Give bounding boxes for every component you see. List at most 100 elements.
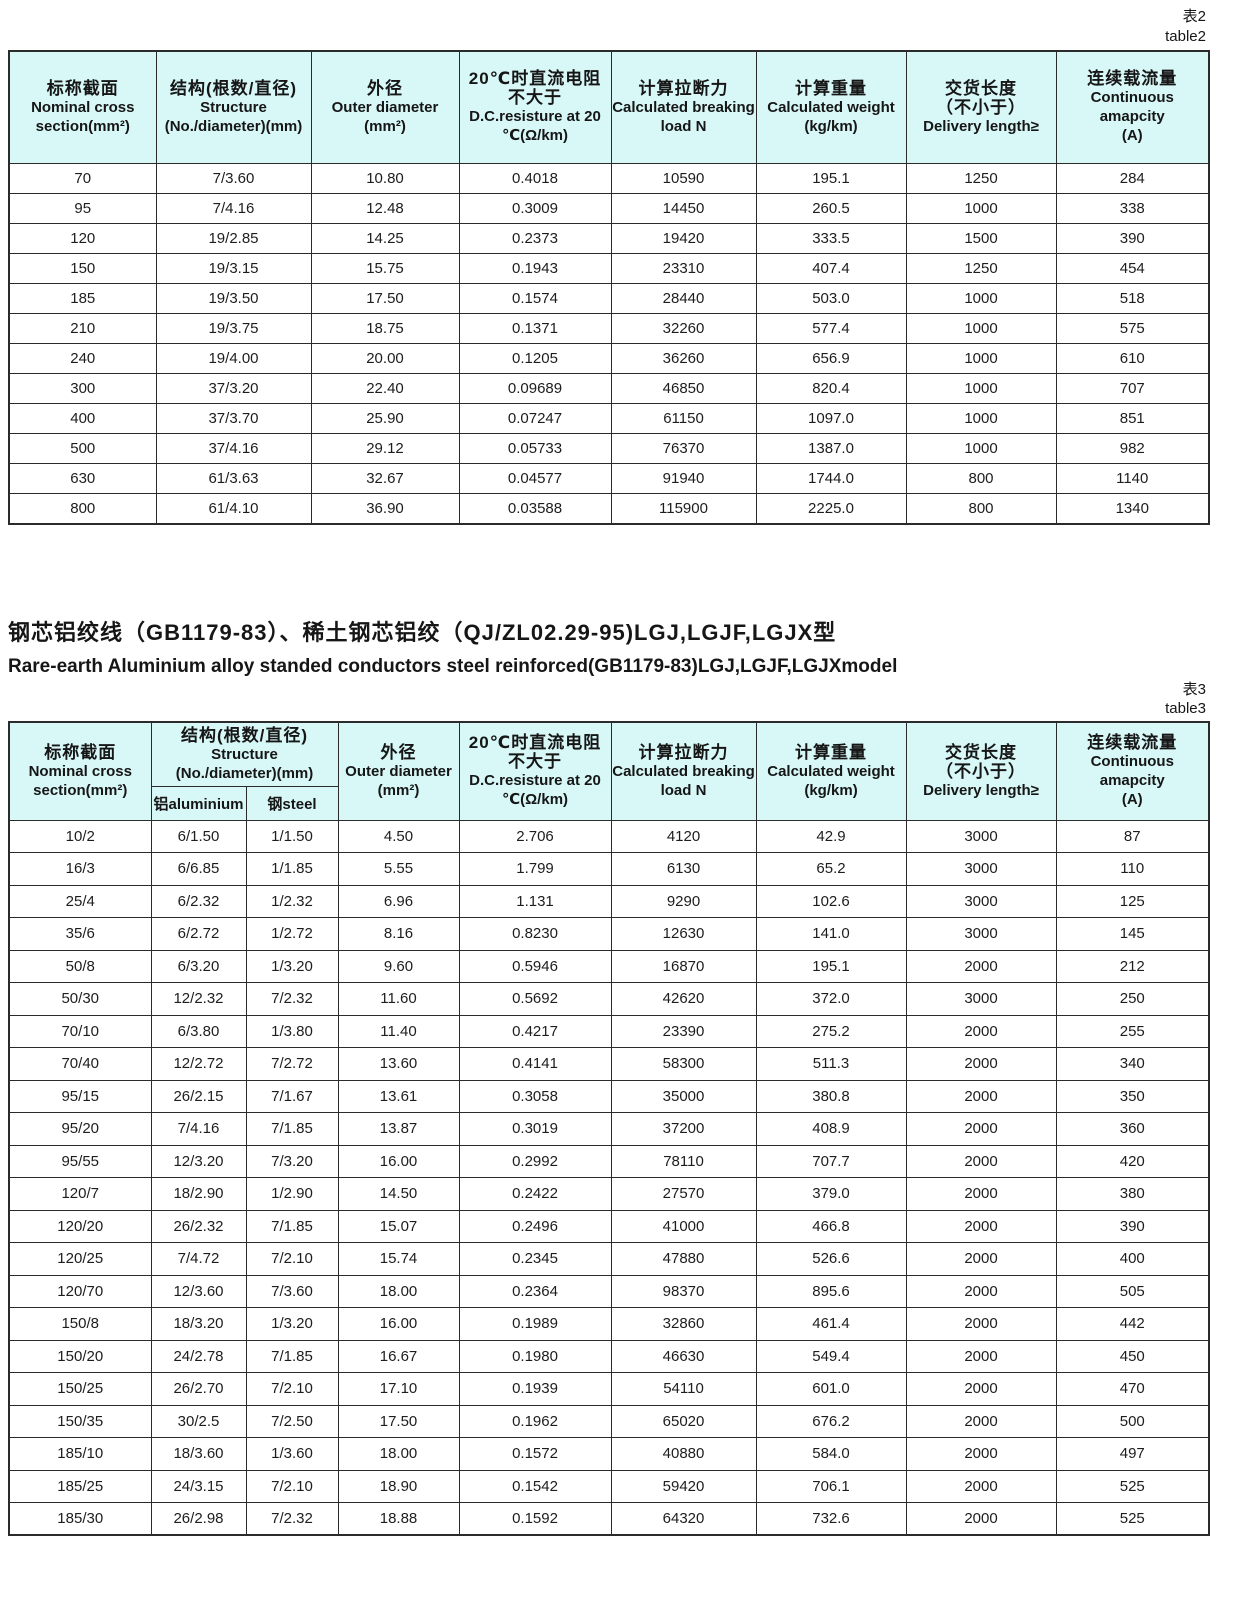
cell-weight: 408.9 (755, 1112, 907, 1146)
cell-delivery-length: 2000 (905, 1437, 1057, 1471)
cell-outer-diameter: 15.74 (337, 1242, 460, 1276)
cell-nominal: 95 (8, 193, 157, 225)
cell-structure-aluminium: 7/4.72 (150, 1242, 247, 1276)
table2-tag-zh: 表2 (1182, 8, 1206, 25)
col-header-line: 标称截面 (46, 78, 119, 98)
col-header-line: Nominal cross (28, 762, 132, 780)
cell-breaking-load: 37200 (610, 1112, 757, 1146)
cell-delivery-length: 1250 (905, 163, 1057, 195)
cell-nominal: 185/25 (8, 1469, 152, 1504)
cell-structure-steel: 7/2.32 (245, 1502, 339, 1536)
col-header-line: ℃(Ω/km) (501, 127, 569, 145)
cell-outer-diameter: 18.90 (337, 1469, 460, 1504)
cell-dc-resistance: 0.2364 (458, 1274, 612, 1309)
cell-breaking-load: 28440 (610, 283, 757, 315)
table-row: 150/25 26/2.70 7/2.10 17.10 0.1939 54110 601.0… (8, 1372, 1210, 1406)
cell-weight: 707.7 (755, 1144, 907, 1179)
cell-nominal: 120 (8, 223, 157, 255)
cell-dc-resistance: 0.4141 (458, 1047, 612, 1081)
cell-outer-diameter: 20.00 (310, 343, 460, 375)
cell-structure-steel: 1/2.90 (245, 1177, 339, 1211)
cell-breaking-load: 23390 (610, 1014, 757, 1049)
cell-dc-resistance: 0.2992 (458, 1144, 612, 1179)
table-row: 400 37/3.70 25.90 0.07247 61150 1097.0 1000 851 (8, 403, 1210, 435)
cell-outer-diameter: 17.50 (310, 283, 460, 315)
col-header-structure: 结构(根数/直径) Structure (No./diameter)(mm) (155, 50, 312, 165)
cell-breaking-load: 12630 (610, 917, 757, 951)
col-header-nominal-cross-section: 标称截面 Nominal cross section(mm²) (8, 721, 152, 821)
col-header-outer-diameter: 外径 Outer diameter (mm²) (310, 50, 460, 165)
cell-weight: 1387.0 (755, 433, 907, 465)
col-header-line: (A) (1121, 127, 1143, 145)
cell-nominal: 630 (8, 463, 157, 495)
cell-weight: 65.2 (755, 852, 907, 886)
cell-structure-aluminium: 7/4.16 (150, 1112, 247, 1146)
table-row: 150 19/3.15 15.75 0.1943 23310 407.4 1250 454 (8, 253, 1210, 285)
cell-delivery-length: 1000 (905, 313, 1057, 345)
cell-delivery-length: 3000 (905, 819, 1057, 854)
cell-dc-resistance: 0.8230 (458, 917, 612, 951)
cell-weight: 732.6 (755, 1502, 907, 1536)
table-row: 500 37/4.16 29.12 0.05733 76370 1387.0 1000 982 (8, 433, 1210, 465)
section-title-en: Rare-earth Aluminium alloy standed condu… (8, 655, 898, 677)
cell-delivery-length: 2000 (905, 1242, 1057, 1276)
cell-delivery-length: 2000 (905, 1014, 1057, 1049)
cell-weight: 820.4 (755, 373, 907, 405)
col-header-line: (kg/km) (804, 117, 858, 135)
cell-structure-steel: 1/2.32 (245, 884, 339, 919)
cell-structure: 37/3.70 (155, 403, 312, 435)
cell-nominal: 10/2 (8, 819, 152, 854)
cell-outer-diameter: 13.87 (337, 1112, 460, 1146)
cell-outer-diameter: 12.48 (310, 193, 460, 225)
col-header-line: Nominal cross (31, 98, 135, 116)
cell-breaking-load: 65020 (610, 1404, 757, 1439)
cell-structure-steel: 7/1.85 (245, 1112, 339, 1146)
cell-dc-resistance: 0.4217 (458, 1014, 612, 1049)
col-header-line: D.C.resisture at 20 (469, 108, 601, 126)
col-header-nominal-cross-section: 标称截面 Nominal cross section(mm²) (8, 50, 157, 165)
col-header-breaking-load: 计算拉断力 Calculated breaking load N (610, 721, 757, 821)
cell-nominal: 185/30 (8, 1502, 152, 1536)
col-header-line: (A) (1121, 791, 1143, 809)
cell-weight: 895.6 (755, 1274, 907, 1309)
cell-structure-aluminium: 26/2.15 (150, 1079, 247, 1114)
table2-header-row: 标称截面 Nominal cross section(mm²) 结构(根数/直径) St… (8, 50, 1210, 165)
col-header-line: section(mm²) (35, 117, 130, 135)
table-row: 95/20 7/4.16 7/1.85 13.87 0.3019 37200 408.9 20… (8, 1112, 1210, 1146)
cell-dc-resistance: 0.1572 (458, 1437, 612, 1471)
cell-nominal: 50/30 (8, 982, 152, 1016)
table-row: 185 19/3.50 17.50 0.1574 28440 503.0 1000 518 (8, 283, 1210, 315)
cell-structure-aluminium: 6/2.72 (150, 917, 247, 951)
col-header-line: 计算重量 (795, 742, 868, 762)
col-header-line: (kg/km) (804, 781, 858, 799)
cell-breaking-load: 54110 (610, 1372, 757, 1406)
cell-outer-diameter: 4.50 (337, 819, 460, 854)
table-row: 10/2 6/1.50 1/1.50 4.50 2.706 4120 42.9 3000 87 (8, 819, 1210, 854)
cell-structure-aluminium: 12/2.72 (150, 1047, 247, 1081)
cell-structure-aluminium: 6/1.50 (150, 819, 247, 854)
table-row: 120 19/2.85 14.25 0.2373 19420 333.5 1500 390 (8, 223, 1210, 255)
cell-breaking-load: 115900 (610, 493, 757, 525)
table-row: 70/40 12/2.72 7/2.72 13.60 0.4141 58300 511.3 2… (8, 1047, 1210, 1081)
cell-structure-steel: 7/1.85 (245, 1339, 339, 1374)
cell-breaking-load: 35000 (610, 1079, 757, 1114)
cell-dc-resistance: 0.1943 (458, 253, 612, 285)
cell-ampacity: 497 (1055, 1437, 1210, 1471)
cell-outer-diameter: 17.10 (337, 1372, 460, 1406)
cell-outer-diameter: 32.67 (310, 463, 460, 495)
cell-breaking-load: 10590 (610, 163, 757, 195)
cell-ampacity: 500 (1055, 1404, 1210, 1439)
cell-nominal: 95/55 (8, 1144, 152, 1179)
cell-ampacity: 400 (1055, 1242, 1210, 1276)
cell-breaking-load: 23310 (610, 253, 757, 285)
col-header-structure: 结构(根数/直径) Structure (No./diameter)(mm) (150, 721, 339, 787)
cell-weight: 601.0 (755, 1372, 907, 1406)
table-row: 150/20 24/2.78 7/1.85 16.67 0.1980 46630 549.4… (8, 1339, 1210, 1374)
cell-dc-resistance: 0.1939 (458, 1372, 612, 1406)
cell-delivery-length: 2000 (905, 1177, 1057, 1211)
cell-structure-steel: 7/2.50 (245, 1404, 339, 1439)
cell-structure: 19/3.50 (155, 283, 312, 315)
col-header-breaking-load: 计算拉断力 Calculated breaking load N (610, 50, 757, 165)
cell-dc-resistance: 0.04577 (458, 463, 612, 495)
cell-outer-diameter: 29.12 (310, 433, 460, 465)
